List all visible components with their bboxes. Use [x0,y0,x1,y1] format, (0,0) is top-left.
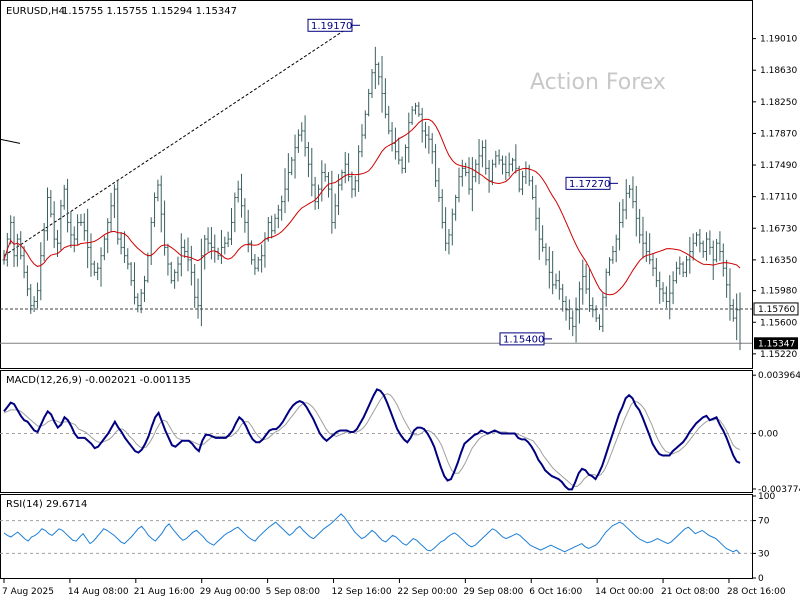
macd-signal-line [3,393,741,487]
rsi-axis-label: 30 [758,549,770,559]
price-axis-label: 1.15220 [760,350,797,360]
swing-label: 1.19170 [311,21,352,32]
time-axis-label: 5 Sep 08:00 [266,587,321,597]
price-axis-label: 1.17870 [760,129,797,139]
time-axis-label: 29 Aug 00:00 [200,587,261,597]
price-annotations: 1.15760 1.15347 1.19170 1.17270 1.15400 [0,18,799,350]
trendline-stub [0,138,21,144]
time-axis-label: 12 Sep 16:00 [332,587,392,597]
time-axis-label: 14 Oct 00:00 [595,587,654,597]
ohlc-label: 1.15755 1.15755 1.15294 1.15347 [62,6,237,17]
price-level-label: 1.15760 [758,305,795,315]
macd-axis-label: -0.003774 [758,485,800,495]
price-axis-label: 1.18250 [760,98,797,108]
price-axis-label: 1.16730 [760,224,797,234]
time-axis-label: 29 Sep 08:00 [463,587,523,597]
macd-lines [0,388,752,491]
swing-label: 1.17270 [569,179,610,190]
price-axis-label: 1.16350 [760,256,797,266]
rsi-title: RSI(14) 29.6714 [6,499,87,510]
macd-title: MACD(12,26,9) -0.002021 -0.001135 [6,375,191,386]
macd-axis-label: 0.00 [758,429,778,439]
time-axis-label: 28 Oct 16:00 [727,587,786,597]
current-price-label: 1.15347 [758,339,795,349]
time-axis-label: 14 Aug 08:00 [68,587,129,597]
rsi-panel-frame [0,494,753,579]
time-axis-label: 6 Oct 16:00 [529,587,582,597]
price-axis-label: 1.17490 [760,161,797,171]
time-axis-label: 7 Aug 2025 [2,587,54,597]
rsi-axis-label: 0 [758,574,764,584]
time-axis-label: 21 Aug 16:00 [134,587,195,597]
swing-label: 1.15400 [503,334,544,345]
macd-axis-label: 0.003964 [758,371,800,381]
moving-average [3,118,741,296]
trendline-dashed [3,24,353,257]
price-level-box [753,302,799,316]
current-price-box [754,337,798,350]
moving-average-line [3,118,741,296]
macd-panel: MACD(12,26,9) -0.002021 -0.001135 0.0039… [0,370,800,495]
time-axis-label: 22 Sep 00:00 [397,587,457,597]
price-axis-label: 1.18630 [760,66,797,76]
price-panel: EURUSD,H4 1.15755 1.15755 1.15294 1.1534… [0,0,799,369]
macd-axis: 0.003964 0.00 -0.003774 [752,371,800,495]
trendline [0,24,353,257]
symbol-label: EURUSD,H4 [6,6,65,17]
price-axis: 1.19010 1.18630 1.18250 1.17870 1.17490 1.171… [752,35,797,360]
time-axis-label: 21 Oct 08:00 [661,587,720,597]
price-axis-label: 1.15980 [760,287,797,297]
rsi-axis-label: 100 [758,492,775,502]
rsi-axis-label: 70 [758,517,770,527]
rsi-line [0,513,752,555]
rsi-panel: RSI(14) 29.6714 100 70 30 0 [0,492,775,584]
time-axis: 7 Aug 2025 14 Aug 08:00 21 Aug 16:00 29 Aug… [2,578,786,597]
macd-main-line [3,388,741,491]
rsi-axis: 100 70 30 0 [752,492,775,584]
price-axis-label: 1.17110 [760,193,797,203]
watermark: Action Forex [530,70,666,95]
rsi-main-line [3,513,741,555]
price-axis-label: 1.15600 [760,318,797,328]
price-axis-label: 1.19010 [760,35,797,45]
price-panel-frame [0,0,753,369]
candle-series [2,46,742,351]
